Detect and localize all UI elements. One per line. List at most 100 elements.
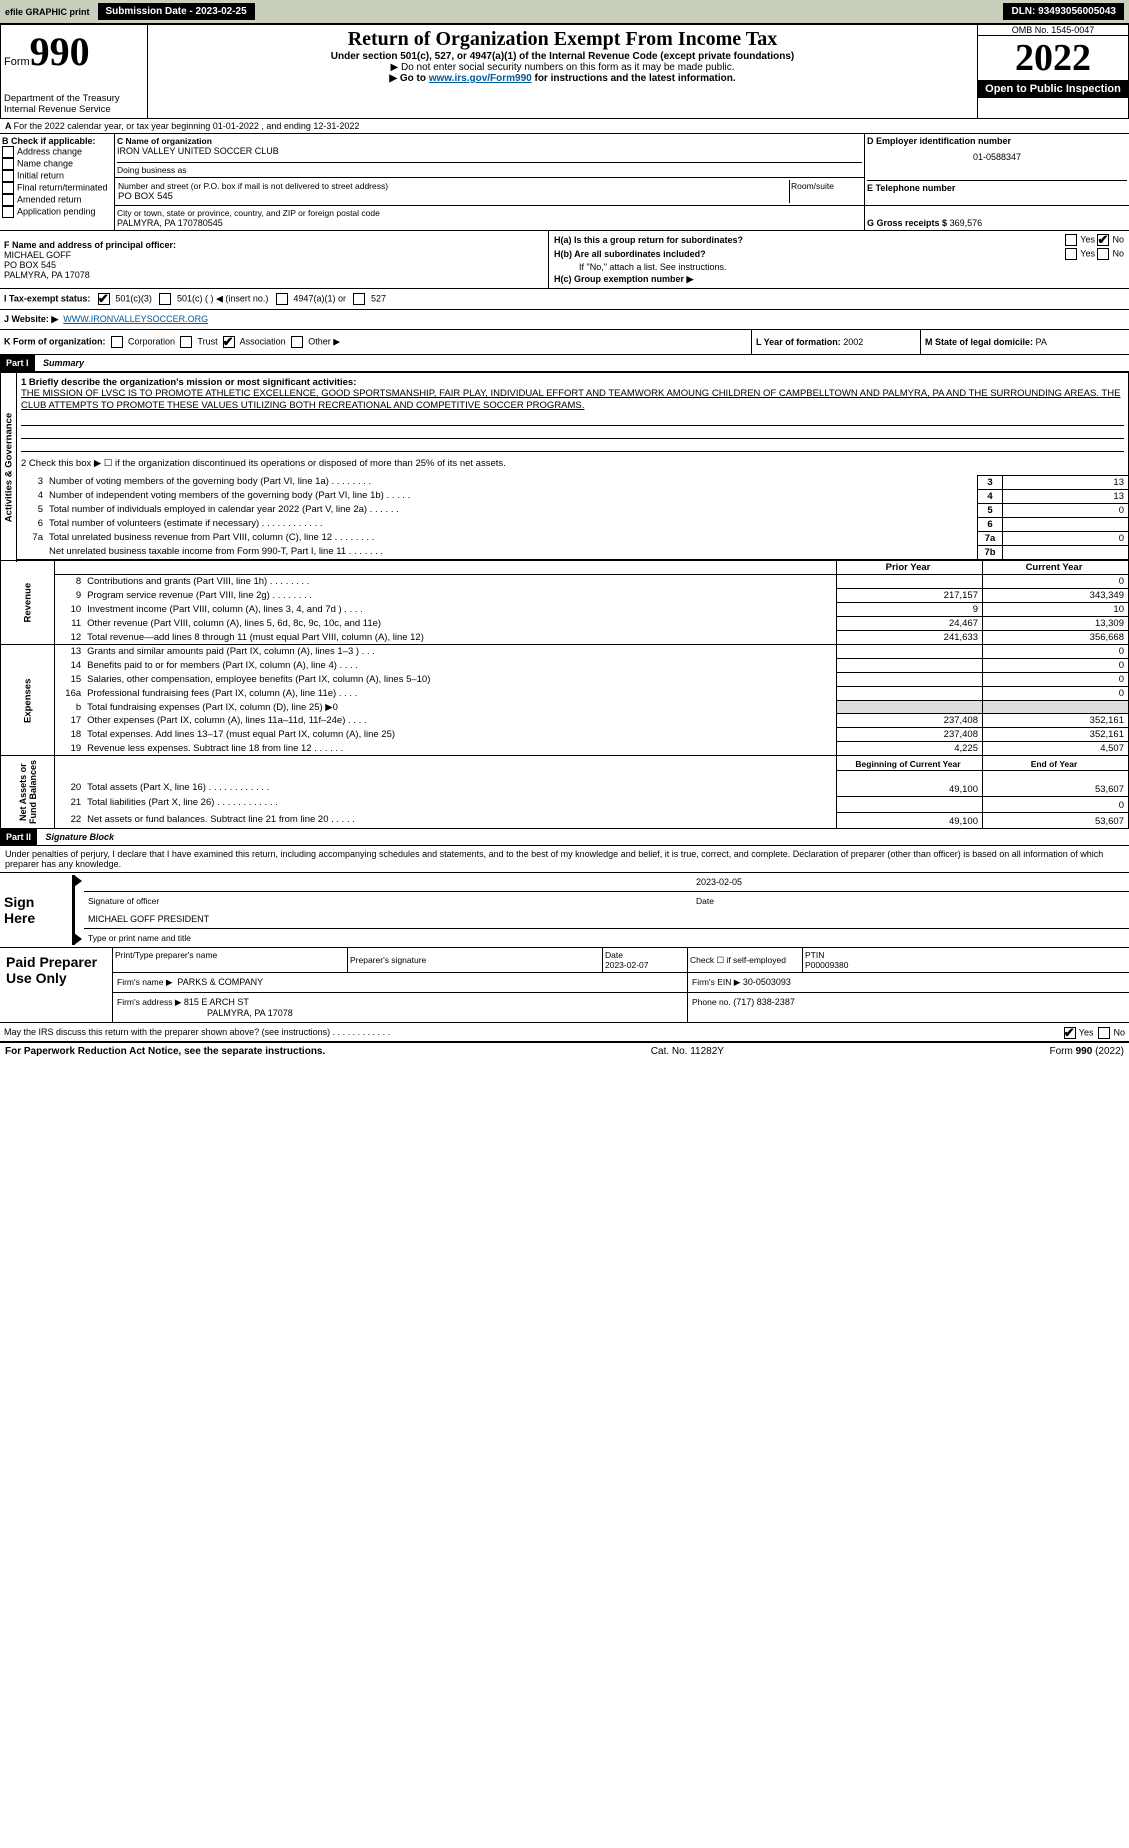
row-current: 352,161 xyxy=(983,728,1129,742)
form-word: Form xyxy=(4,56,30,68)
address-change-checkbox[interactable] xyxy=(2,146,14,158)
opt-501c3: 501(c)(3) xyxy=(115,293,152,303)
tax-status-table: I Tax-exempt status: 501(c)(3) 501(c) ( … xyxy=(0,289,1129,330)
firm-addr2: PALMYRA, PA 17078 xyxy=(117,1008,293,1018)
row-text: Contributions and grants (Part VIII, lin… xyxy=(85,575,836,589)
section-g-label: G Gross receipts $ xyxy=(867,218,947,228)
discuss-yes-checkbox[interactable] xyxy=(1064,1027,1076,1039)
mission-text: THE MISSION OF LVSC IS TO PROMOTE ATHLET… xyxy=(21,388,1124,413)
section-i-label: I Tax-exempt status: xyxy=(4,293,90,303)
row-text: Program service revenue (Part VIII, line… xyxy=(85,589,836,603)
row-prior: 49,100 xyxy=(837,781,983,797)
row-current: 352,161 xyxy=(983,714,1129,728)
row-prior: 49,100 xyxy=(837,813,983,829)
row-text: Number of independent voting members of … xyxy=(47,489,978,503)
row-current-gray xyxy=(983,701,1129,714)
501c-checkbox[interactable] xyxy=(159,293,171,305)
ptin-value: P00009380 xyxy=(805,960,849,970)
period-text: For the 2022 calendar year, or tax year … xyxy=(14,121,360,131)
assoc-checkbox[interactable] xyxy=(223,336,235,348)
amended-return-checkbox[interactable] xyxy=(2,194,14,206)
row-num: 13 xyxy=(55,645,86,659)
line2-text: 2 Check this box ▶ ☐ if the organization… xyxy=(17,452,1129,476)
ha-no-checkbox[interactable] xyxy=(1097,234,1109,246)
row-prior xyxy=(837,645,983,659)
state-domicile: PA xyxy=(1036,337,1047,347)
hb-yes-checkbox[interactable] xyxy=(1065,248,1077,260)
vlabel-governance: Activities & Governance xyxy=(1,373,17,561)
row-prior: 24,467 xyxy=(837,617,983,631)
application-pending-checkbox[interactable] xyxy=(2,206,14,218)
row-text: Benefits paid to or for members (Part IX… xyxy=(85,659,836,673)
firm-name: PARKS & COMPANY xyxy=(177,977,263,987)
vlabel-expenses: Expenses xyxy=(1,645,55,756)
row-text: Other revenue (Part VIII, column (A), li… xyxy=(85,617,836,631)
part1-title: Summary xyxy=(37,358,84,368)
row-current: 10 xyxy=(983,603,1129,617)
527-checkbox[interactable] xyxy=(353,293,365,305)
firm-addr-label: Firm's address ▶ xyxy=(117,997,181,1007)
row-prior xyxy=(837,673,983,687)
trust-checkbox[interactable] xyxy=(180,336,192,348)
opt-501c: 501(c) ( ) ◀ (insert no.) xyxy=(177,293,268,303)
row-val: 0 xyxy=(1003,503,1129,517)
phone-value: (717) 838-2387 xyxy=(733,997,795,1007)
perjury-text: Under penalties of perjury, I declare th… xyxy=(0,846,1129,873)
street-label: Number and street (or P.O. box if mail i… xyxy=(118,181,388,191)
tax-year: 2022 xyxy=(978,36,1128,80)
org-name: IRON VALLEY UNITED SOCCER CLUB xyxy=(117,146,862,156)
section-b-label: B Check if applicable: xyxy=(2,136,112,146)
top-bar: efile GRAPHIC print Submission Date - 20… xyxy=(0,0,1129,24)
opt-trust: Trust xyxy=(197,336,217,346)
row-num: 3 xyxy=(17,475,48,489)
prep-name-label: Print/Type preparer's name xyxy=(115,950,217,960)
dept-label: Department of the Treasury xyxy=(4,93,144,104)
form990-link[interactable]: www.irs.gov/Form990 xyxy=(429,73,532,84)
row-text: Total assets (Part X, line 16) . . . . .… xyxy=(85,781,836,797)
row-num: 19 xyxy=(55,742,86,756)
4947-checkbox[interactable] xyxy=(276,293,288,305)
row-text: Professional fundraising fees (Part IX, … xyxy=(85,687,836,701)
row-current: 4,507 xyxy=(983,742,1129,756)
row-current: 13,309 xyxy=(983,617,1129,631)
final-return-checkbox[interactable] xyxy=(2,182,14,194)
section-l-label: L Year of formation: xyxy=(756,337,841,347)
row-current: 0 xyxy=(983,687,1129,701)
discuss-no-checkbox[interactable] xyxy=(1098,1027,1110,1039)
row-text: Net assets or fund balances. Subtract li… xyxy=(85,813,836,829)
row-val: 0 xyxy=(1003,531,1129,545)
hb-no-checkbox[interactable] xyxy=(1097,248,1109,260)
firm-ein-label: Firm's EIN ▶ xyxy=(692,977,740,987)
section-m-label: M State of legal domicile: xyxy=(925,337,1033,347)
row-box: 6 xyxy=(978,517,1003,531)
ha-yes: Yes xyxy=(1080,234,1095,244)
corp-checkbox[interactable] xyxy=(111,336,123,348)
sign-here-table: Sign Here 2023-02-05 Signature of office… xyxy=(0,873,1129,948)
name-change-checkbox[interactable] xyxy=(2,158,14,170)
row-val: 13 xyxy=(1003,489,1129,503)
year-formation: 2002 xyxy=(843,337,863,347)
initial-return-checkbox[interactable] xyxy=(2,170,14,182)
website-link[interactable]: WWW.IRONVALLEYSOCCER.ORG xyxy=(63,314,208,324)
part1-financial-table: Revenue Prior Year Current Year 8Contrib… xyxy=(0,561,1129,829)
row-current: 53,607 xyxy=(983,781,1129,797)
other-checkbox[interactable] xyxy=(291,336,303,348)
hb-note: If "No," attach a list. See instructions… xyxy=(553,261,1125,273)
prep-date-label: Date xyxy=(605,950,623,960)
opt-corp: Corporation xyxy=(128,336,175,346)
row-current: 53,607 xyxy=(983,813,1129,829)
row-num: 16a xyxy=(55,687,86,701)
row-current: 0 xyxy=(983,659,1129,673)
row-num: 11 xyxy=(55,617,86,631)
ha-yes-checkbox[interactable] xyxy=(1065,234,1077,246)
row-text: Total unrelated business revenue from Pa… xyxy=(47,531,978,545)
row-text: Other expenses (Part IX, column (A), lin… xyxy=(85,714,836,728)
row-prior-gray xyxy=(837,701,983,714)
part2-header: Part II xyxy=(0,829,37,845)
submission-date-button[interactable]: Submission Date - 2023-02-25 xyxy=(98,3,255,20)
row-num: 20 xyxy=(55,781,86,797)
row-text: Total revenue—add lines 8 through 11 (mu… xyxy=(85,631,836,645)
prep-sig-label: Preparer's signature xyxy=(350,955,426,965)
501c3-checkbox[interactable] xyxy=(98,293,110,305)
officer-name: MICHAEL GOFF xyxy=(4,250,544,260)
